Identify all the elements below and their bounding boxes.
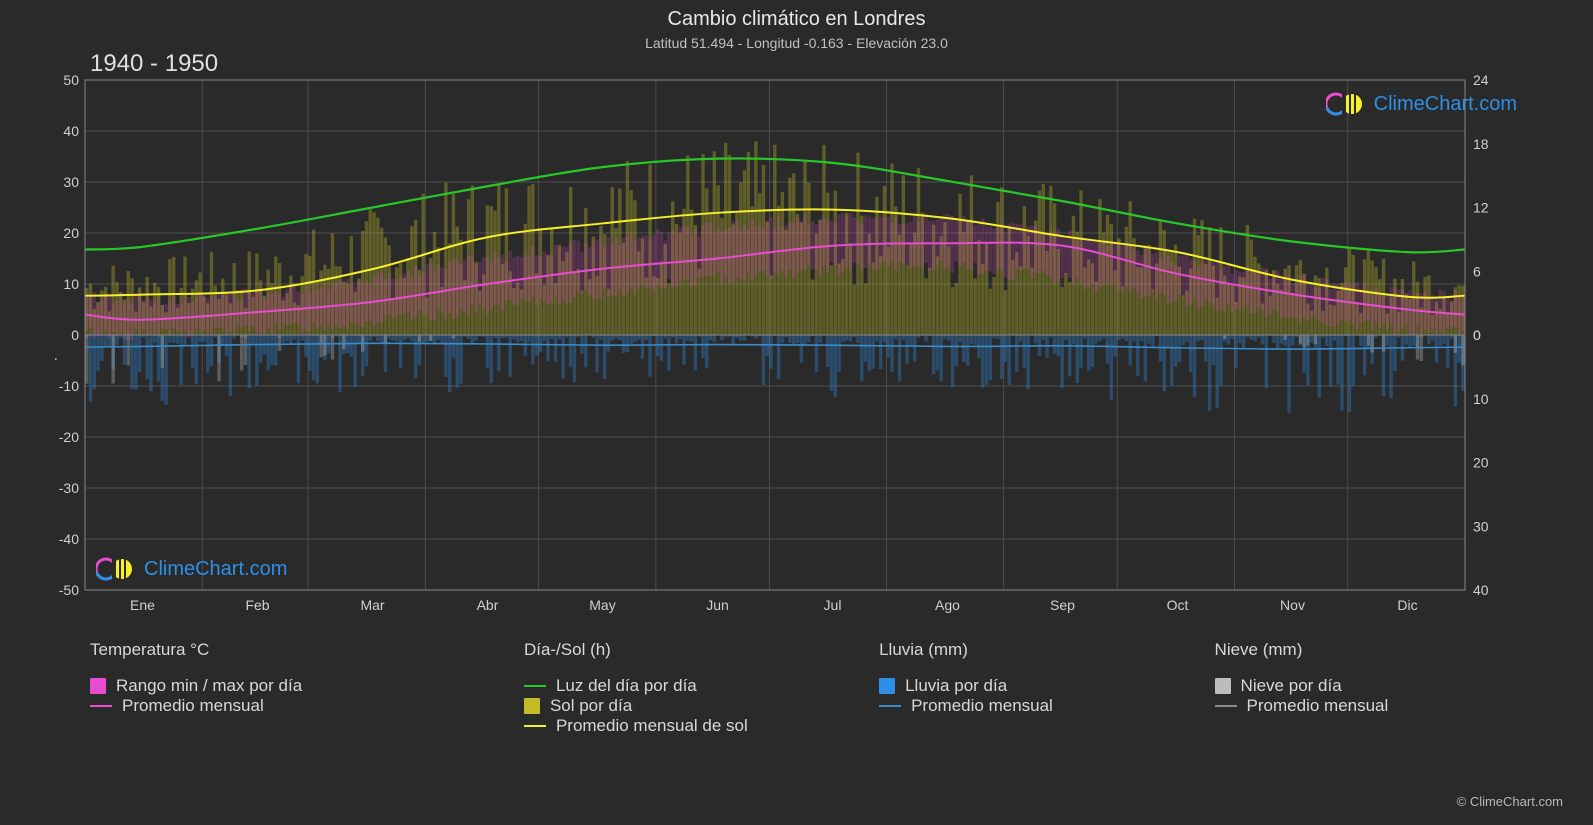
svg-text:0: 0 xyxy=(71,327,79,343)
svg-text:-30: -30 xyxy=(59,480,79,496)
legend-item: Sol por día xyxy=(524,696,839,716)
svg-text:20: 20 xyxy=(63,225,79,241)
svg-text:50: 50 xyxy=(63,72,79,88)
legend-col-temperature: Temperatura °C Rango min / max por díaPr… xyxy=(90,640,484,736)
svg-text:0: 0 xyxy=(1473,327,1481,343)
svg-text:6: 6 xyxy=(1473,263,1481,279)
svg-text:-20: -20 xyxy=(59,429,79,445)
legend-col-rain: Lluvia (mm) Lluvia por díaPromedio mensu… xyxy=(879,640,1174,736)
legend-label: Promedio mensual xyxy=(122,696,264,716)
legend-label: Sol por día xyxy=(550,696,632,716)
svg-text:30: 30 xyxy=(63,174,79,190)
svg-text:May: May xyxy=(589,597,615,613)
watermark-bottom-text: ClimeChart.com xyxy=(144,558,287,581)
climate-plot-svg: -50 -40 -30 -20 -10 0 10 20 30 40 50 Ene Feb Mar Abr Ma… xyxy=(55,70,1490,615)
svg-text:Abr: Abr xyxy=(477,597,499,613)
page-title: Cambio climático en Londres xyxy=(0,0,1593,31)
svg-text:10: 10 xyxy=(1473,391,1489,407)
plot-area: -50 -40 -30 -20 -10 0 10 20 30 40 50 Ene Feb Mar Abr Ma… xyxy=(55,70,1490,615)
svg-text:Mar: Mar xyxy=(360,597,384,613)
svg-text:Ene: Ene xyxy=(130,597,155,613)
legend-heading: Temperatura °C xyxy=(90,640,484,660)
legend-swatch xyxy=(879,705,901,707)
legend-item: Lluvia por día xyxy=(879,676,1174,696)
page-subtitle: Latitud 51.494 - Longitud -0.163 - Eleva… xyxy=(0,31,1593,51)
legend-swatch xyxy=(1215,705,1237,707)
legend-label: Promedio mensual de sol xyxy=(556,716,748,736)
svg-text:10: 10 xyxy=(63,276,79,292)
legend-heading: Día-/Sol (h) xyxy=(524,640,839,660)
legend-swatch xyxy=(90,678,106,694)
legend-label: Promedio mensual xyxy=(911,696,1053,716)
copyright: © ClimeChart.com xyxy=(1457,794,1563,809)
legend-swatch xyxy=(524,685,546,687)
legend-label: Lluvia por día xyxy=(905,676,1007,696)
svg-text:Dic: Dic xyxy=(1397,597,1417,613)
legend-heading: Lluvia (mm) xyxy=(879,640,1174,660)
legend-label: Nieve por día xyxy=(1241,676,1342,696)
climechart-logo-icon xyxy=(96,555,136,583)
svg-text:12: 12 xyxy=(1473,200,1489,216)
svg-text:-40: -40 xyxy=(59,531,79,547)
legend-label: Rango min / max por día xyxy=(116,676,302,696)
svg-text:-10: -10 xyxy=(59,378,79,394)
watermark-bottom: ClimeChart.com xyxy=(96,555,287,583)
svg-text:Jul: Jul xyxy=(824,597,842,613)
svg-text:40: 40 xyxy=(63,123,79,139)
legend-heading: Nieve (mm) xyxy=(1215,640,1510,660)
svg-text:20: 20 xyxy=(1473,455,1489,471)
svg-text:Ago: Ago xyxy=(935,597,960,613)
legend-item: Nieve por día xyxy=(1215,676,1510,696)
climechart-logo-icon xyxy=(1326,90,1366,118)
svg-text:30: 30 xyxy=(1473,518,1489,534)
watermark-top: ClimeChart.com xyxy=(1326,90,1517,118)
svg-text:Sep: Sep xyxy=(1050,597,1075,613)
svg-text:Feb: Feb xyxy=(245,597,269,613)
svg-text:-50: -50 xyxy=(59,582,79,598)
legend-label: Promedio mensual xyxy=(1247,696,1389,716)
svg-text:Temperatura °C: Temperatura °C xyxy=(55,279,57,391)
legend-swatch xyxy=(90,705,112,707)
legend-swatch xyxy=(879,678,895,694)
legend-item: Promedio mensual xyxy=(879,696,1174,716)
legend-swatch xyxy=(1215,678,1231,694)
legend-label: Luz del día por día xyxy=(556,676,697,696)
legend-swatch xyxy=(524,698,540,714)
svg-text:40: 40 xyxy=(1473,582,1489,598)
legend-item: Promedio mensual xyxy=(90,696,484,716)
svg-text:18: 18 xyxy=(1473,136,1489,152)
legend-item: Promedio mensual xyxy=(1215,696,1510,716)
legend: Temperatura °C Rango min / max por díaPr… xyxy=(90,640,1510,736)
legend-item: Rango min / max por día xyxy=(90,676,484,696)
svg-text:Oct: Oct xyxy=(1167,597,1189,613)
svg-text:24: 24 xyxy=(1473,72,1489,88)
watermark-top-text: ClimeChart.com xyxy=(1374,93,1517,116)
svg-text:Jun: Jun xyxy=(706,597,729,613)
legend-col-daylight: Día-/Sol (h) Luz del día por díaSol por … xyxy=(524,640,839,736)
legend-item: Promedio mensual de sol xyxy=(524,716,839,736)
legend-swatch xyxy=(524,725,546,727)
legend-item: Luz del día por día xyxy=(524,676,839,696)
climate-chart-page: Cambio climático en Londres Latitud 51.4… xyxy=(0,0,1593,825)
svg-text:Nov: Nov xyxy=(1280,597,1305,613)
legend-col-snow: Nieve (mm) Nieve por díaPromedio mensual xyxy=(1215,640,1510,736)
